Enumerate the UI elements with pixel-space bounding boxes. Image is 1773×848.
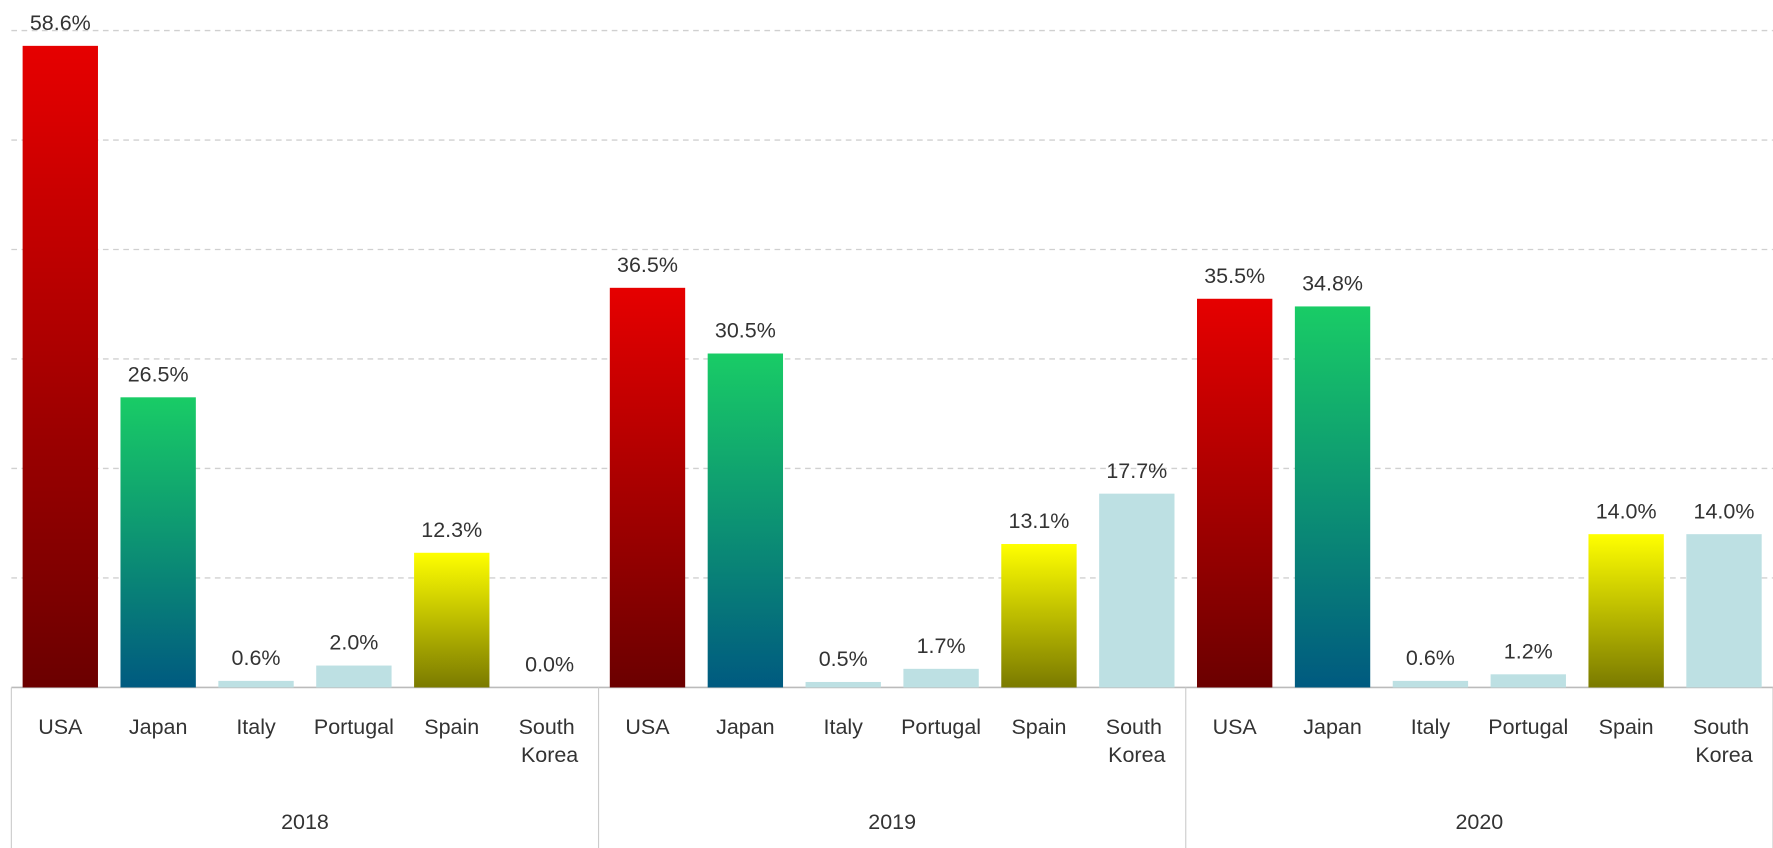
x-tick-label: Portugal xyxy=(1488,715,1568,739)
bar xyxy=(609,287,686,688)
x-tick-label: Portugal xyxy=(901,715,981,739)
x-tick-label: USA xyxy=(38,715,83,739)
x-tick-label: Spain xyxy=(1011,715,1066,739)
x-tick-label: Japan xyxy=(716,715,774,739)
bar xyxy=(1001,544,1077,688)
value-label: 14.0% xyxy=(1596,499,1657,523)
bar xyxy=(805,681,881,688)
x-tick-label: South Korea xyxy=(1106,715,1168,767)
x-tick-label: Spain xyxy=(424,715,479,739)
x-tick-label: USA xyxy=(625,715,670,739)
value-label: 58.6% xyxy=(30,11,91,35)
bar xyxy=(1588,534,1664,688)
x-tick-label: Japan xyxy=(129,715,188,739)
group-label: 2019 xyxy=(868,810,916,834)
value-label: 17.7% xyxy=(1106,459,1167,483)
x-tick-label: South Korea xyxy=(1693,715,1755,767)
value-label: 12.3% xyxy=(421,518,482,542)
value-label: 0.0% xyxy=(525,653,574,677)
x-tick-label: Japan xyxy=(1303,715,1362,739)
x-tick-label: Italy xyxy=(236,715,276,739)
value-label: 1.7% xyxy=(917,634,966,658)
x-tick-label: Italy xyxy=(1411,715,1451,739)
bar xyxy=(1099,493,1175,688)
bar xyxy=(1392,680,1469,688)
value-label: 0.5% xyxy=(819,647,868,671)
bar xyxy=(707,353,784,688)
value-label: 1.2% xyxy=(1504,639,1553,663)
value-label: 13.1% xyxy=(1009,509,1070,533)
x-tick-label: Portugal xyxy=(314,715,394,739)
value-label: 34.8% xyxy=(1302,272,1363,296)
value-label: 36.5% xyxy=(617,253,678,277)
bar xyxy=(120,397,196,688)
value-label: 26.5% xyxy=(128,362,189,386)
value-label: 2.0% xyxy=(329,631,378,655)
bar xyxy=(1490,674,1566,688)
value-label: 30.5% xyxy=(715,319,776,343)
value-label: 0.6% xyxy=(1406,646,1455,670)
value-label: 14.0% xyxy=(1694,499,1755,523)
bar xyxy=(1294,306,1371,688)
value-label: 0.6% xyxy=(232,646,281,670)
group-label: 2020 xyxy=(1455,810,1503,834)
bar xyxy=(414,552,490,688)
bar xyxy=(22,45,98,688)
value-label: 35.5% xyxy=(1204,264,1265,288)
bar xyxy=(218,680,294,688)
bar xyxy=(1686,534,1762,688)
x-tick-label: USA xyxy=(1213,715,1258,739)
x-tick-label: South Korea xyxy=(519,715,581,767)
bar xyxy=(1197,298,1273,688)
group-label: 2018 xyxy=(281,810,329,834)
x-tick-label: Italy xyxy=(824,715,864,739)
x-tick-label: Spain xyxy=(1599,715,1654,739)
bar xyxy=(316,665,392,688)
bar xyxy=(903,668,979,688)
